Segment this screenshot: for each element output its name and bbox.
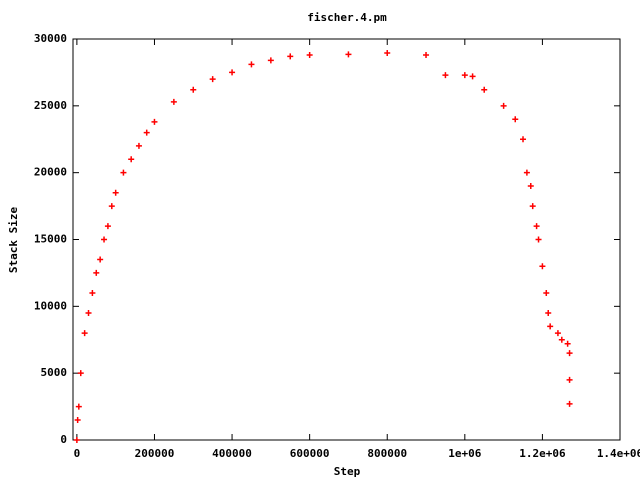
data-point (73, 437, 80, 443)
y-axis-label: Stack Size (7, 207, 20, 274)
data-point (287, 53, 294, 60)
data-point (81, 330, 88, 337)
data-point (500, 102, 507, 109)
data-point (112, 189, 119, 196)
data-point (461, 72, 468, 79)
data-point (564, 340, 571, 347)
data-point (209, 76, 216, 83)
data-point (481, 86, 488, 93)
x-axis-label: Step (334, 465, 361, 478)
data-point (267, 57, 274, 64)
data-point (345, 51, 352, 58)
data-point (229, 69, 236, 76)
x-tick-label: 1e+06 (448, 447, 481, 460)
data-point (93, 269, 100, 276)
y-tick-label: 20000 (34, 166, 67, 179)
data-point (442, 72, 449, 79)
x-tick-label: 1.2e+06 (519, 447, 566, 460)
data-point (306, 52, 313, 59)
data-point (558, 336, 565, 343)
data-point (554, 330, 561, 337)
data-point (529, 203, 536, 210)
data-point (101, 236, 108, 243)
x-tick-label: 200000 (135, 447, 175, 460)
x-tick-label: 600000 (290, 447, 330, 460)
data-point (104, 223, 111, 230)
data-point (135, 142, 142, 149)
data-point (128, 156, 135, 163)
data-point (523, 169, 530, 176)
data-point (75, 403, 82, 410)
data-point (520, 136, 527, 143)
data-point (97, 256, 104, 263)
data-point (77, 370, 84, 377)
data-point (143, 129, 150, 136)
data-point (469, 73, 476, 80)
y-tick-label: 10000 (34, 299, 67, 312)
chart-title: fischer.4.pm (307, 11, 387, 24)
y-tick-label: 25000 (34, 99, 67, 112)
data-point (539, 263, 546, 270)
data-point (535, 236, 542, 243)
data-point (566, 376, 573, 383)
data-point (547, 323, 554, 330)
data-point (120, 169, 127, 176)
x-tick-label: 1.4e+06 (597, 447, 640, 460)
x-tick-label: 800000 (367, 447, 407, 460)
data-point (108, 203, 115, 210)
data-point (423, 52, 430, 59)
data-point (85, 310, 92, 317)
y-tick-label: 0 (60, 433, 67, 446)
data-point (527, 183, 534, 190)
y-tick-label: 30000 (34, 32, 67, 45)
y-tick-label: 5000 (41, 366, 68, 379)
data-point (170, 98, 177, 105)
x-tick-label: 400000 (212, 447, 252, 460)
data-point (566, 350, 573, 357)
x-tick-label: 0 (74, 447, 81, 460)
data-point (545, 310, 552, 317)
data-point (151, 118, 158, 125)
data-point (543, 289, 550, 296)
data-point (566, 400, 573, 407)
data-point (533, 223, 540, 230)
data-point (190, 86, 197, 93)
y-tick-label: 15000 (34, 233, 67, 246)
data-point (248, 61, 255, 68)
data-point (74, 416, 81, 423)
data-point (89, 289, 96, 296)
data-point (512, 116, 519, 123)
data-point (384, 50, 391, 57)
